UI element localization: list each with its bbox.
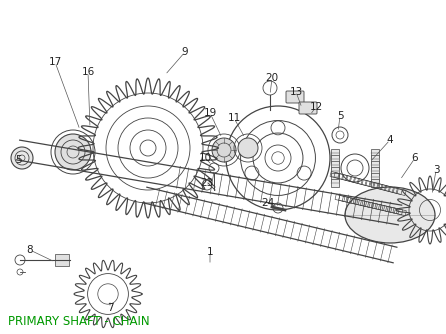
Text: 12: 12 [310,102,322,112]
Bar [331,161,339,169]
Circle shape [212,138,236,162]
Bar [331,149,339,157]
Bar [371,161,379,169]
Bar [331,173,339,181]
Bar [371,179,379,187]
Text: 7: 7 [107,303,113,313]
Text: 16: 16 [81,67,95,77]
Bar [371,149,379,157]
Text: 17: 17 [48,57,62,67]
Text: 24: 24 [261,198,275,208]
FancyBboxPatch shape [286,91,304,103]
Text: 6: 6 [412,153,418,163]
Text: 20: 20 [265,73,279,83]
Bar [371,173,379,181]
Text: 23: 23 [200,178,214,188]
Text: 10: 10 [198,153,211,163]
Circle shape [238,138,258,158]
Bar [331,179,339,187]
Text: PRIMARY SHAFT - CHAIN: PRIMARY SHAFT - CHAIN [8,315,149,328]
Bar [371,155,379,163]
Text: 19: 19 [203,108,217,118]
Text: 9: 9 [182,47,188,57]
Text: 3: 3 [433,165,439,175]
Circle shape [11,147,33,169]
Text: 1: 1 [206,247,213,257]
Circle shape [55,134,91,170]
Text: 11: 11 [227,113,241,123]
Bar [371,167,379,175]
Text: 5: 5 [15,155,21,165]
Text: 4: 4 [387,135,393,145]
Text: 5: 5 [337,111,343,121]
Text: 8: 8 [27,245,33,255]
Ellipse shape [345,187,435,243]
FancyBboxPatch shape [299,102,317,114]
Bar [55,254,69,266]
Bar [331,167,339,175]
Text: 13: 13 [289,87,303,97]
Bar [331,155,339,163]
